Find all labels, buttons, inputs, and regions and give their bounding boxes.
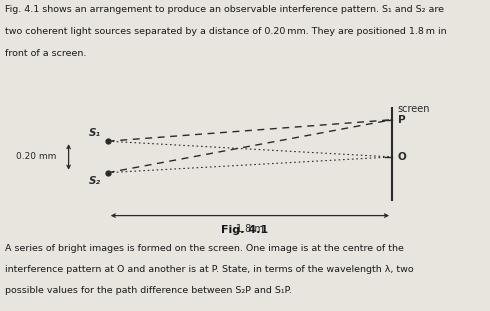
Text: 1.8 m: 1.8 m [236, 224, 264, 234]
Text: S₂: S₂ [89, 176, 100, 186]
Text: Fig. 4.1: Fig. 4.1 [221, 225, 269, 235]
Text: two coherent light sources separated by a distance of 0.20 mm. They are position: two coherent light sources separated by … [5, 27, 446, 36]
Text: front of a screen.: front of a screen. [5, 49, 86, 58]
Text: S₁: S₁ [89, 128, 100, 137]
Text: interference pattern at O and another is at P. State, in terms of the wavelength: interference pattern at O and another is… [5, 265, 414, 274]
Text: 0.20 mm: 0.20 mm [16, 152, 56, 161]
Text: P: P [398, 115, 406, 125]
Text: screen: screen [398, 104, 430, 114]
Text: possible values for the path difference between S₂P and S₁P.: possible values for the path difference … [5, 286, 292, 295]
Text: A series of bright images is formed on the screen. One image is at the centre of: A series of bright images is formed on t… [5, 244, 404, 253]
Text: O: O [398, 152, 407, 162]
Text: Fig. 4.1 shows an arrangement to produce an observable interference pattern. S₁ : Fig. 4.1 shows an arrangement to produce… [5, 5, 444, 14]
